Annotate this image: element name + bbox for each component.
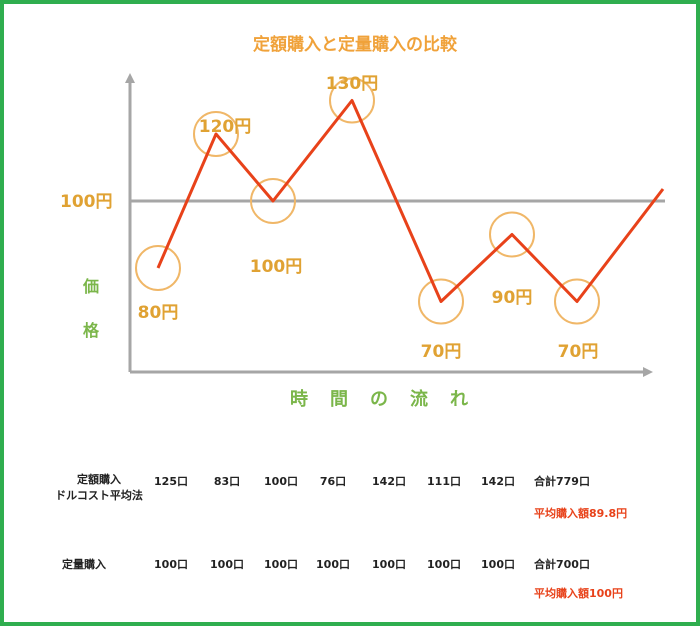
point-label-1: 80円: [138, 303, 179, 323]
row1-label-line1: 定額購入: [77, 473, 121, 486]
price-line: [156, 99, 665, 303]
row2-cell-4: 100口: [316, 558, 350, 571]
point-marker-1: [135, 245, 181, 291]
point-label-4: 130円: [326, 74, 379, 94]
row2-cell-6: 100口: [427, 558, 461, 571]
point-marker-6: [489, 211, 535, 258]
row2-cell-5: 100口: [372, 558, 406, 571]
row2-cell-3: 100口: [264, 558, 298, 571]
y-axis-label: 価格: [82, 277, 100, 340]
x-axis-label: 時間の流れ: [290, 388, 490, 410]
reference-line-label: 100円: [60, 192, 113, 212]
row1-cell-1: 125口: [154, 475, 188, 488]
row2-total: 合計700口: [534, 558, 590, 571]
row1-label-line2: ドルコスト平均法: [55, 489, 143, 502]
row1-cell-3: 100口: [264, 475, 298, 488]
row1-label: 定額購入 ドルコスト平均法: [44, 472, 154, 504]
chart-title: 定額購入と定量購入の比較: [253, 34, 458, 55]
point-marker-4: [329, 77, 375, 124]
point-marker-5: [418, 278, 464, 325]
point-marker-7: [554, 278, 600, 325]
row2-cell-1: 100口: [154, 558, 188, 571]
price-series: 80円 120円 100円 130円 70円 90円 70円: [135, 74, 665, 362]
point-label-5: 70円: [421, 342, 462, 362]
row1-cell-5: 142口: [372, 475, 406, 488]
row2-average: 平均購入額100円: [534, 587, 623, 600]
row1-total: 合計779口: [534, 475, 590, 488]
row1-cell-7: 142口: [481, 475, 515, 488]
point-marker-2: [193, 111, 239, 157]
point-label-6: 90円: [492, 288, 533, 308]
row1-cell-6: 111口: [427, 475, 461, 488]
point-label-2: 120円: [199, 117, 252, 137]
row1-cell-4: 76口: [319, 475, 347, 488]
point-label-7: 70円: [558, 342, 599, 362]
row2-cell-2: 100口: [210, 558, 244, 571]
point-marker-3: [250, 178, 296, 224]
row2-cell-7: 100口: [481, 558, 515, 571]
row1-cell-2: 83口: [213, 475, 241, 488]
row2-label: 定量購入: [62, 558, 106, 571]
row1-average: 平均購入額89.8円: [534, 507, 628, 520]
point-label-3: 100円: [250, 257, 303, 277]
